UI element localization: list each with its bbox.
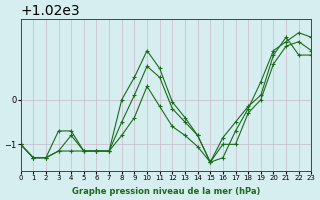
X-axis label: Graphe pression niveau de la mer (hPa): Graphe pression niveau de la mer (hPa): [72, 187, 260, 196]
